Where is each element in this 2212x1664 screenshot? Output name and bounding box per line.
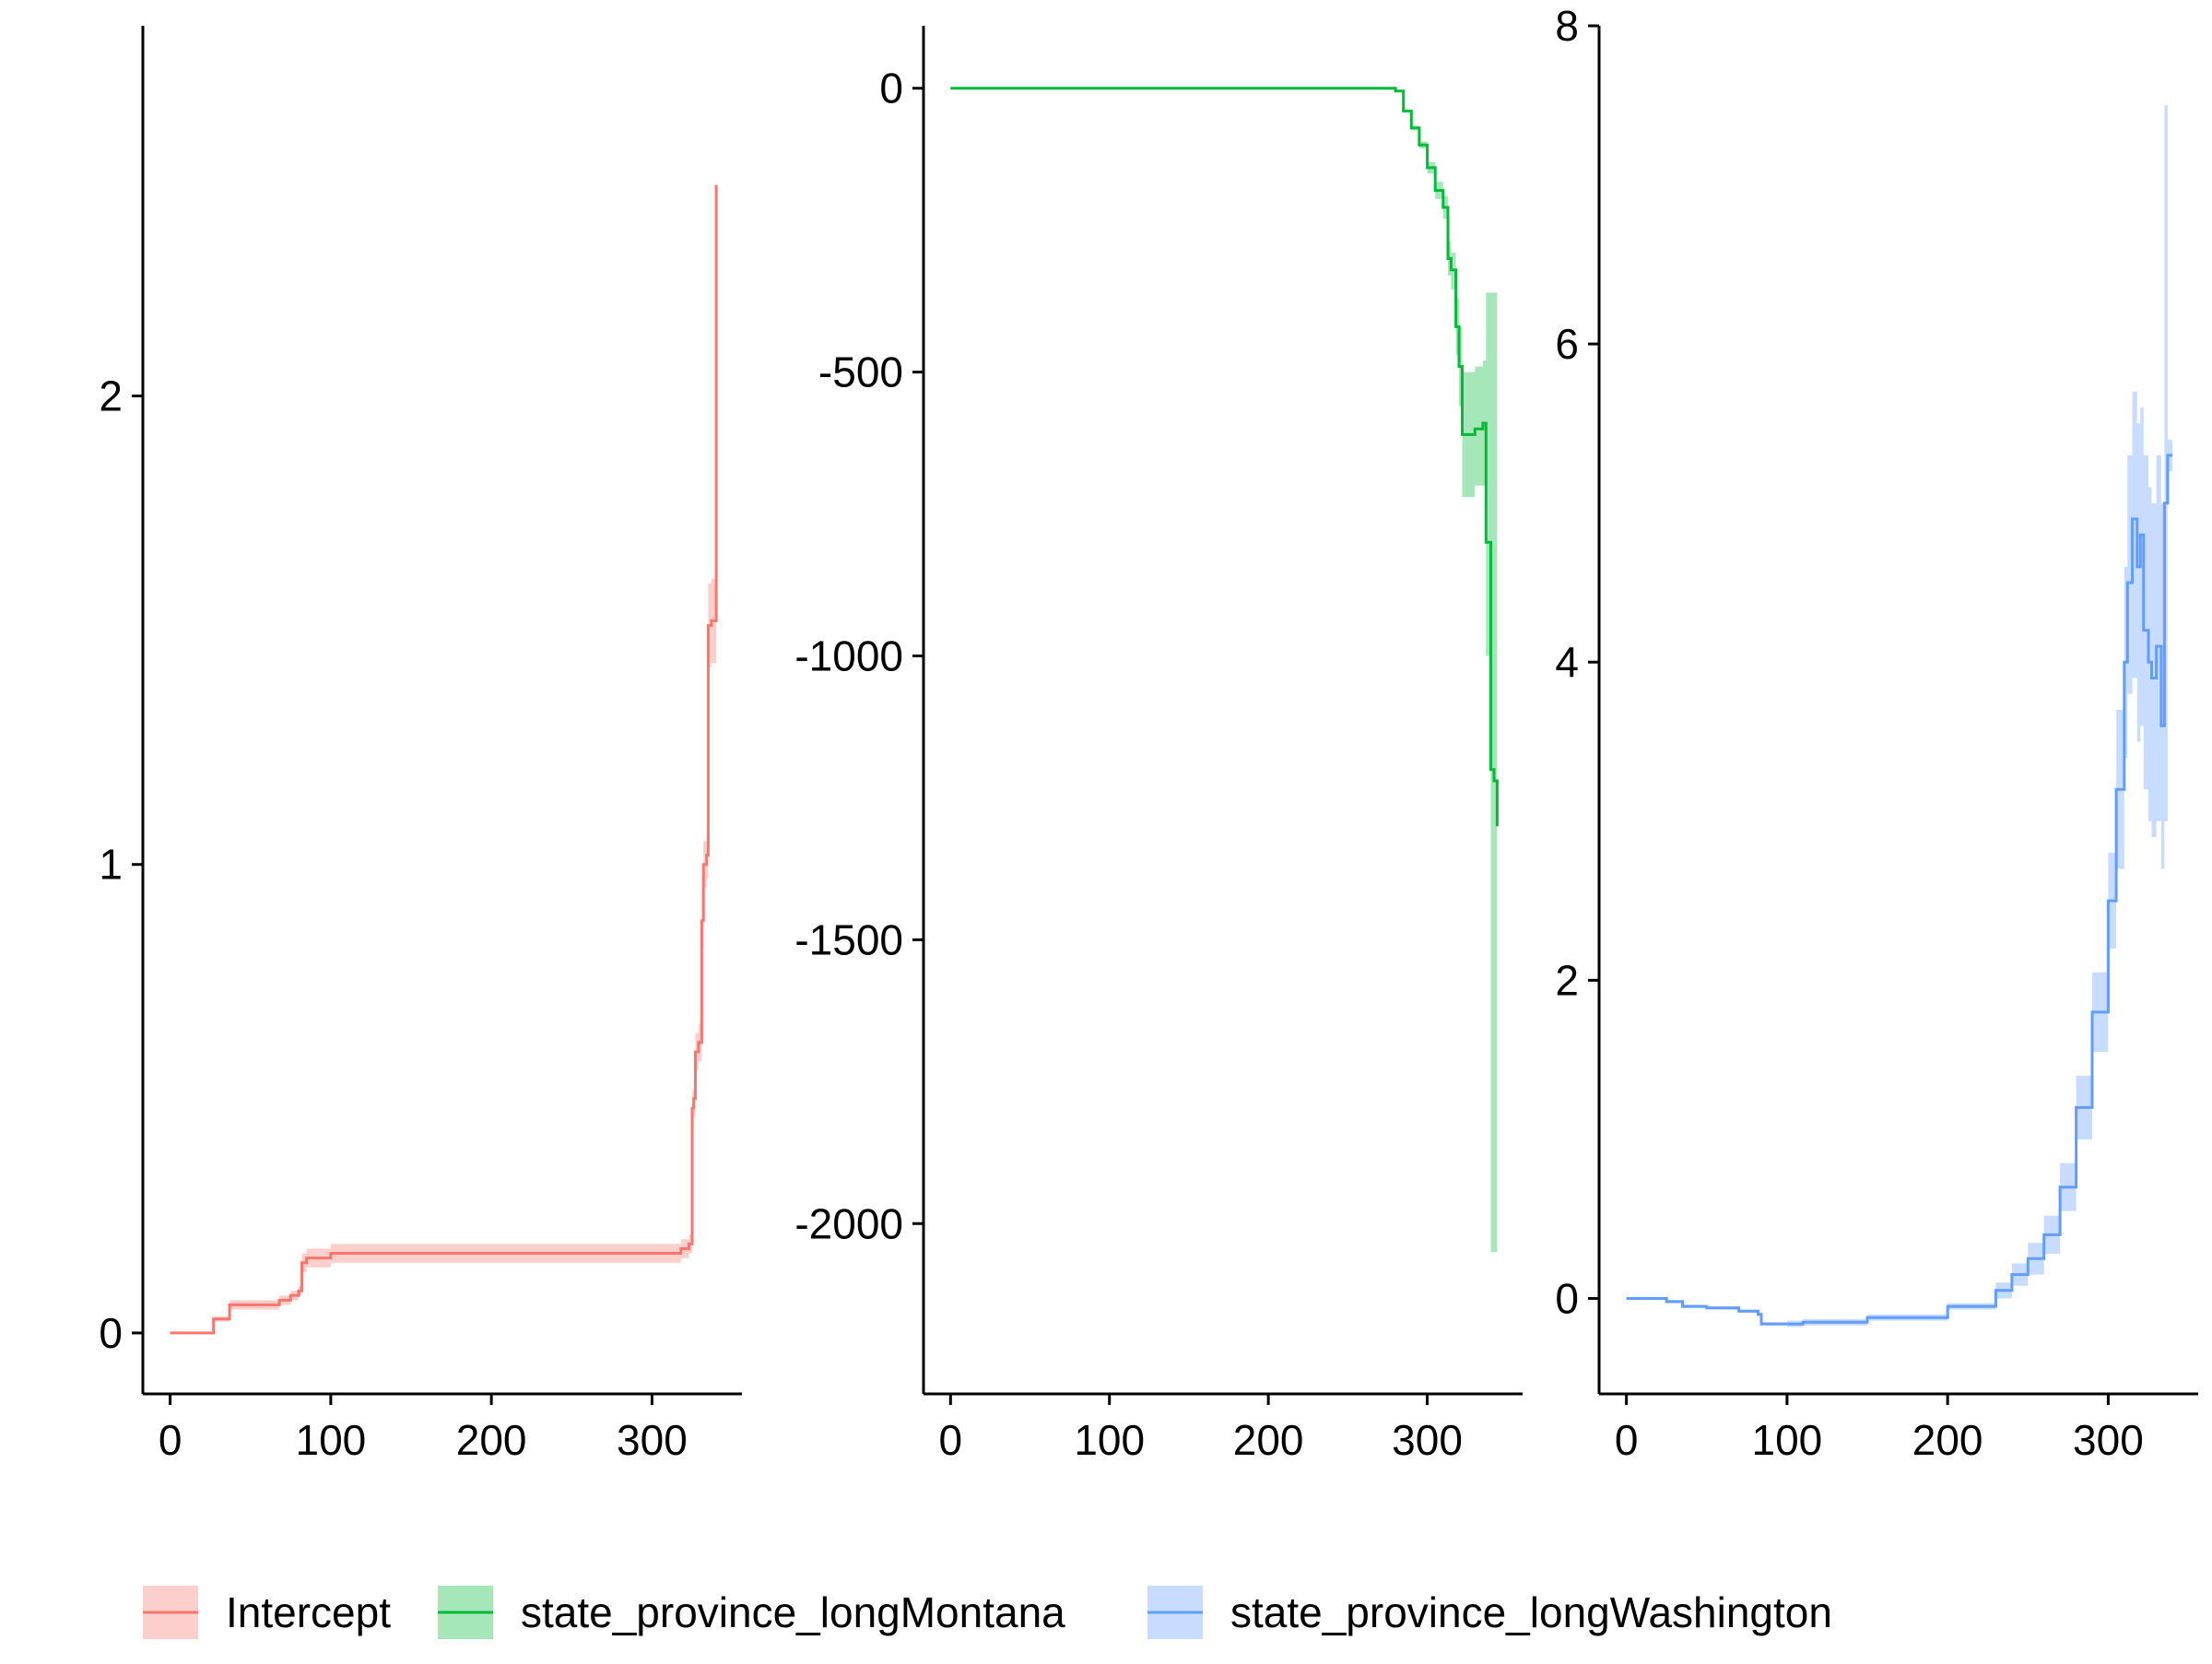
x-tick-label-montana: 300 bbox=[1392, 1416, 1463, 1464]
confidence-band-washington bbox=[1626, 105, 2173, 1328]
legend-item-intercept: Intercept bbox=[143, 1586, 391, 1639]
y-tick-label-montana: -1500 bbox=[794, 915, 903, 963]
panel-washington: 0 2 4 6 8 0 100 200 300 bbox=[1555, 2, 2198, 1464]
x-tick-label-washington: 0 bbox=[1615, 1416, 1639, 1464]
y-tick-label-intercept: 2 bbox=[99, 372, 123, 419]
x-tick-label-montana: 100 bbox=[1074, 1416, 1145, 1464]
y-tick-label-montana: -500 bbox=[818, 348, 903, 396]
y-tick-label-washington: 2 bbox=[1555, 956, 1579, 1004]
x-tick-label-washington: 100 bbox=[1752, 1416, 1823, 1464]
y-tick-label-montana: -1000 bbox=[794, 632, 903, 680]
confidence-band-montana bbox=[950, 88, 1498, 1253]
x-tick-label-intercept: 200 bbox=[456, 1416, 527, 1464]
x-tick-label-intercept: 100 bbox=[296, 1416, 367, 1464]
series-line-montana bbox=[950, 87, 1499, 827]
panel-intercept: 0 1 2 0 100 200 300 bbox=[99, 26, 742, 1464]
x-tick-label-washington: 300 bbox=[2073, 1416, 2144, 1464]
legend-label-intercept: Intercept bbox=[226, 1588, 391, 1636]
x-tick-label-intercept: 0 bbox=[159, 1416, 182, 1464]
x-tick-label-washington: 200 bbox=[1912, 1416, 1983, 1464]
panel-montana: 0 -500 -1000 -1500 -2000 0 100 200 300 bbox=[794, 26, 1523, 1464]
y-tick-label-intercept: 0 bbox=[99, 1309, 123, 1357]
y-tick-label-montana: 0 bbox=[879, 65, 903, 112]
y-tick-label-washington: 0 bbox=[1555, 1274, 1579, 1322]
x-tick-label-montana: 200 bbox=[1233, 1416, 1304, 1464]
confidence-band-intercept bbox=[170, 184, 717, 1333]
y-tick-label-washington: 6 bbox=[1555, 320, 1579, 368]
y-tick-label-montana: -2000 bbox=[794, 1199, 903, 1247]
y-tick-label-intercept: 1 bbox=[99, 841, 123, 889]
legend-item-washington: state_province_longWashington bbox=[1147, 1586, 1832, 1639]
y-tick-label-washington: 8 bbox=[1555, 2, 1579, 50]
series-line-washington bbox=[1626, 454, 2173, 1326]
x-tick-label-intercept: 300 bbox=[617, 1416, 688, 1464]
legend-label-washington: state_province_longWashington bbox=[1230, 1588, 1832, 1636]
legend-item-montana: state_province_longMontana bbox=[438, 1586, 1065, 1639]
y-tick-label-washington: 4 bbox=[1555, 638, 1579, 686]
legend-label-montana: state_province_longMontana bbox=[521, 1588, 1065, 1636]
x-tick-label-montana: 0 bbox=[939, 1416, 963, 1464]
legend: Intercept state_province_longMontana sta… bbox=[143, 1586, 1832, 1639]
series-line-intercept bbox=[170, 184, 718, 1335]
